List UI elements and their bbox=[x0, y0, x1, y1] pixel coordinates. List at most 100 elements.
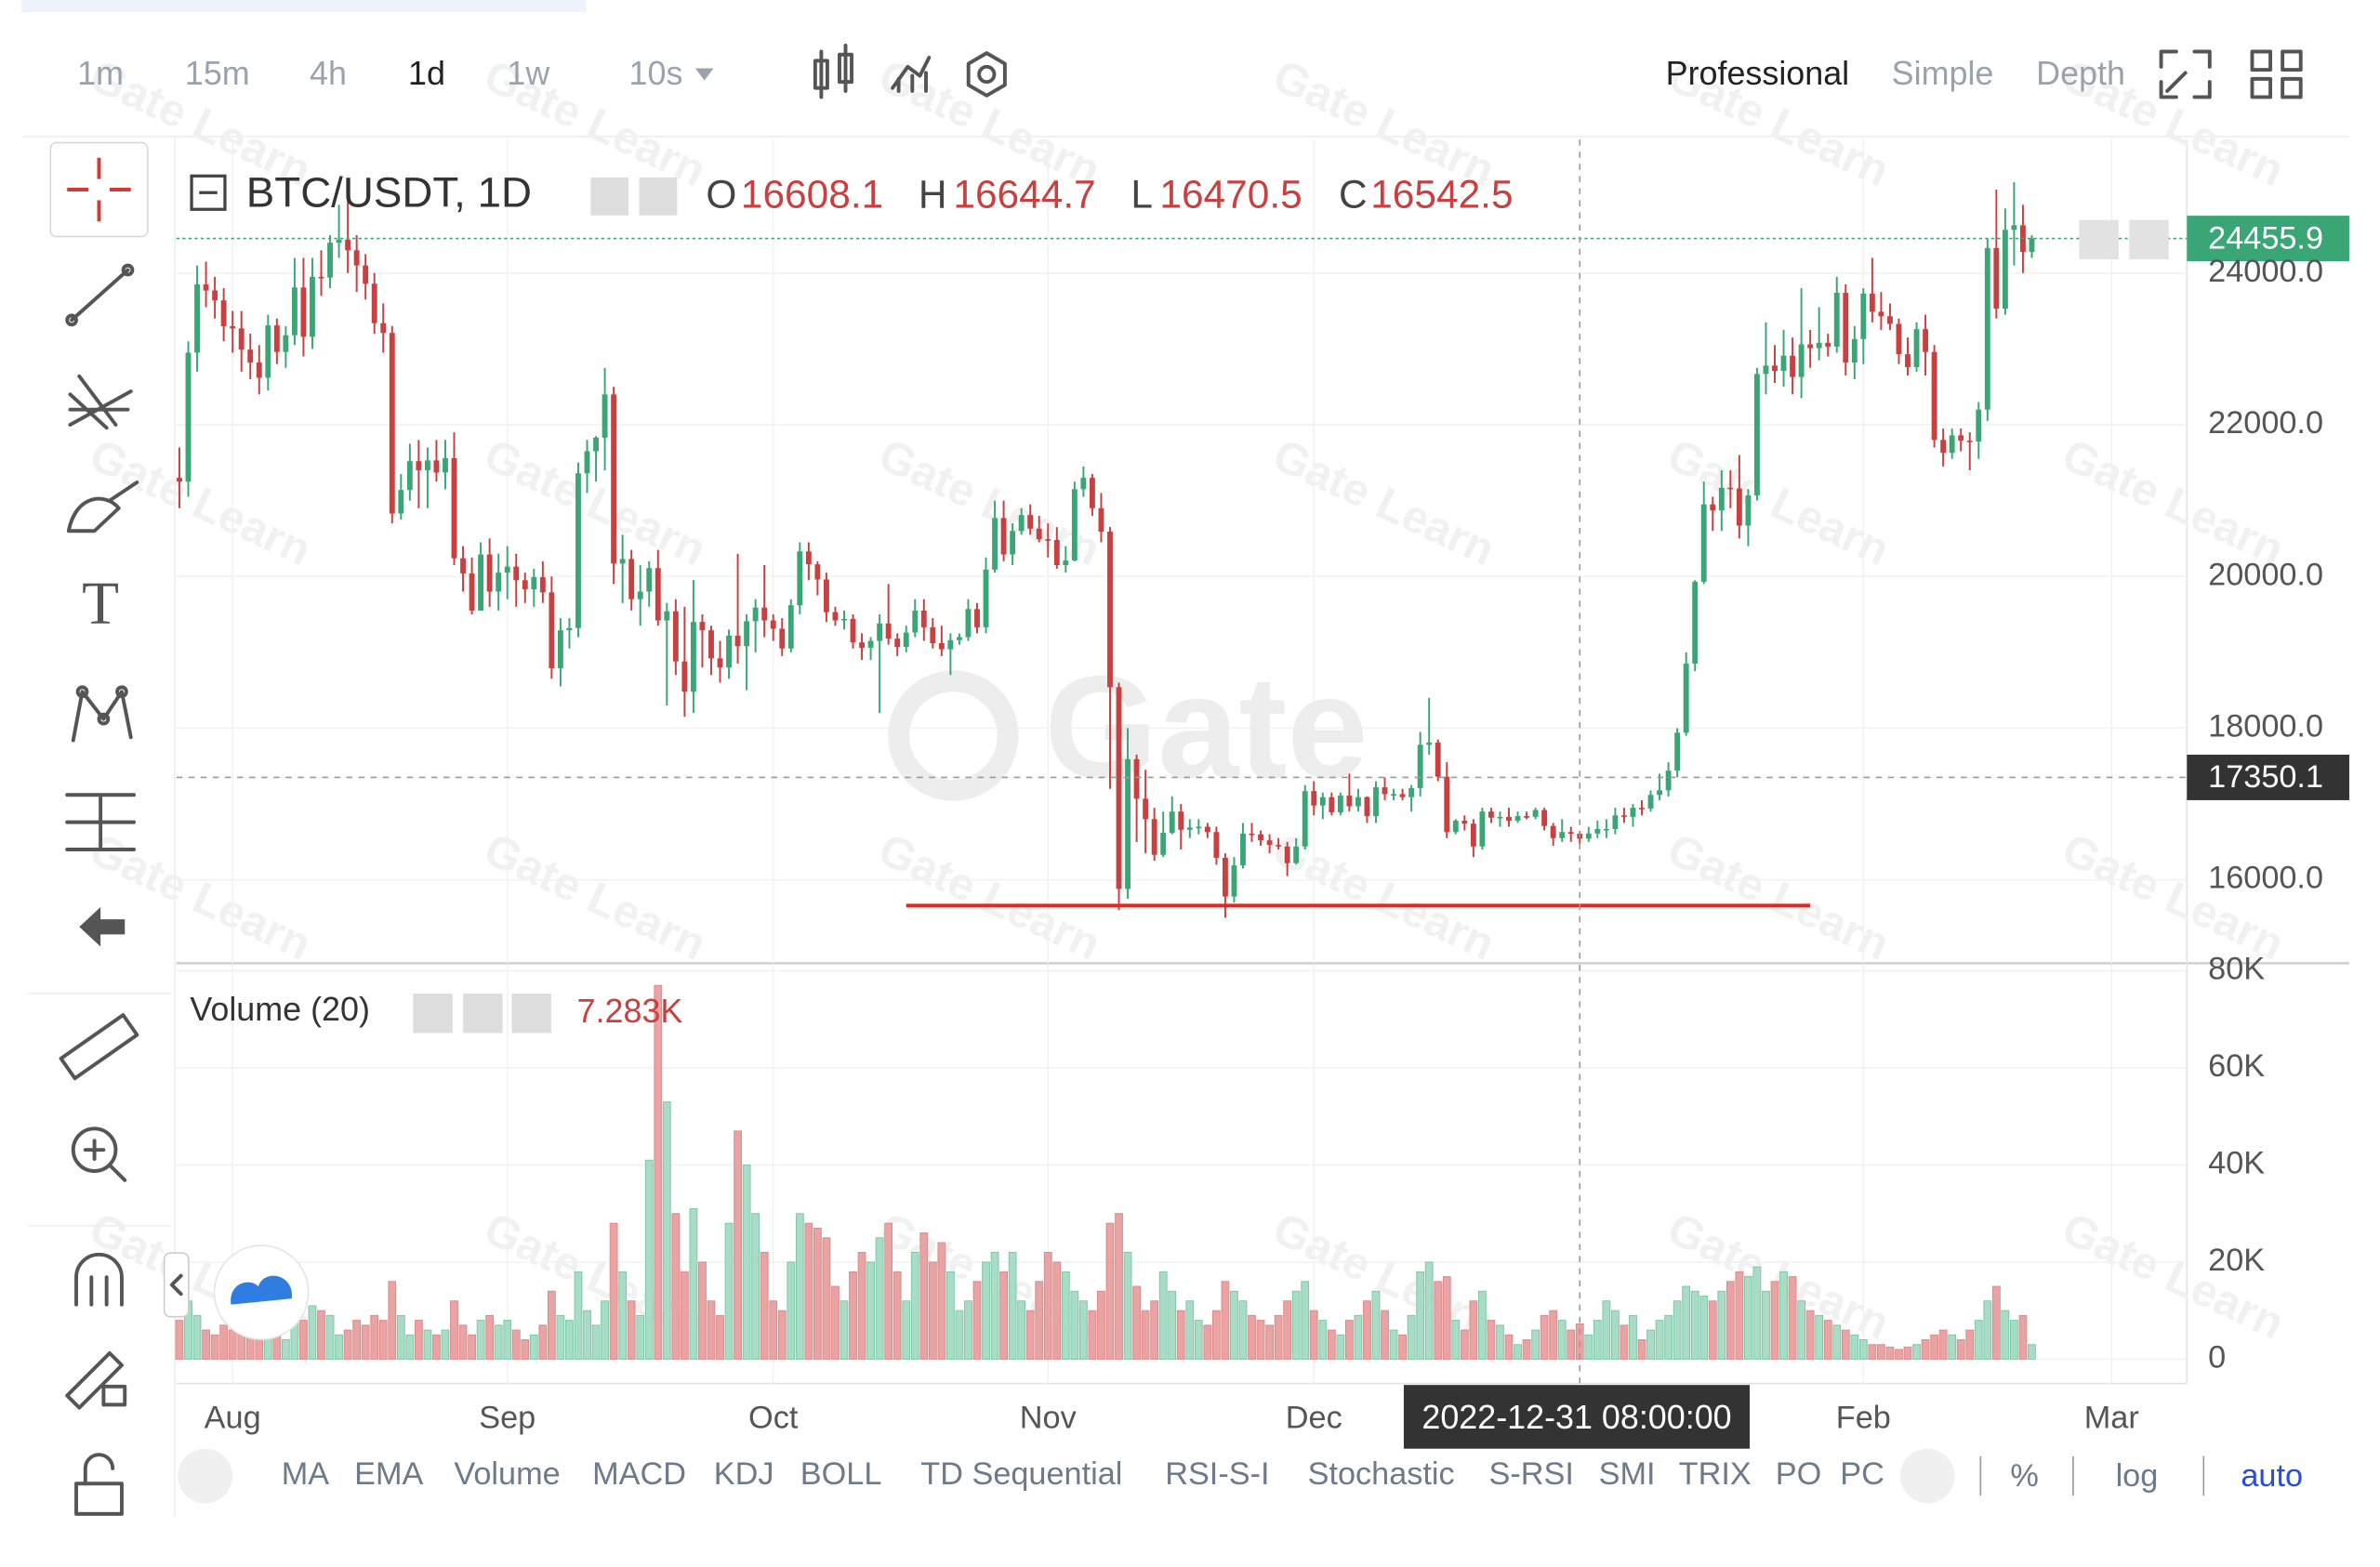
back-tool[interactable] bbox=[79, 907, 126, 947]
view-button[interactable]: Simple bbox=[1892, 55, 1994, 92]
ruler-tool[interactable] bbox=[59, 1013, 139, 1081]
volume-bar bbox=[1858, 1339, 1868, 1360]
interval-button[interactable]: 1m bbox=[77, 55, 124, 92]
scroll-button[interactable] bbox=[2129, 219, 2169, 260]
close-button[interactable] bbox=[511, 994, 551, 1034]
candle-body bbox=[460, 558, 466, 573]
interval-button[interactable]: 10s bbox=[629, 55, 683, 92]
volume-bar bbox=[432, 1334, 441, 1360]
candle-body bbox=[194, 284, 200, 353]
candle-body bbox=[992, 518, 998, 570]
volume-bar bbox=[1770, 1281, 1779, 1360]
lock-tool[interactable] bbox=[74, 1453, 124, 1516]
candle-body bbox=[1452, 820, 1459, 833]
magnet-tool[interactable] bbox=[74, 1252, 124, 1307]
indicator-button[interactable]: SMI bbox=[1599, 1456, 1656, 1492]
candle-type-icon[interactable] bbox=[813, 44, 853, 99]
view-button[interactable]: Depth bbox=[2036, 55, 2125, 92]
volume-bar bbox=[1398, 1334, 1408, 1360]
scale-option[interactable]: auto bbox=[2241, 1458, 2303, 1494]
pattern-tool[interactable] bbox=[71, 685, 133, 743]
indicator-button[interactable]: Volume bbox=[454, 1456, 560, 1492]
candle-body bbox=[1169, 811, 1175, 834]
indicator-button[interactable]: PO bbox=[1776, 1456, 1822, 1492]
candle-body bbox=[1143, 798, 1149, 820]
candle-body bbox=[451, 457, 457, 559]
volume-bar bbox=[556, 1314, 565, 1360]
settings-button[interactable] bbox=[463, 994, 503, 1034]
candle-body bbox=[1541, 810, 1548, 826]
scroll-left[interactable] bbox=[178, 1448, 233, 1504]
scale-option[interactable]: % bbox=[2010, 1458, 2038, 1494]
interval-button[interactable]: 4h bbox=[310, 55, 347, 92]
y-tick-label: 20K bbox=[2208, 1243, 2265, 1278]
indicator-button[interactable]: RSI-S-I bbox=[1165, 1456, 1269, 1492]
indicator-button[interactable]: EMA bbox=[354, 1456, 423, 1492]
volume-bar bbox=[1424, 1261, 1434, 1360]
interval-button[interactable]: 15m bbox=[185, 55, 250, 92]
candle-body bbox=[1196, 826, 1202, 829]
volume-bar bbox=[902, 1300, 911, 1360]
volume-bar bbox=[716, 1314, 724, 1360]
layout-icon[interactable] bbox=[2250, 49, 2303, 99]
candle-body bbox=[1790, 355, 1796, 377]
volume-bar bbox=[476, 1320, 485, 1360]
zoom-tool[interactable] bbox=[71, 1126, 127, 1182]
lock-drawing-tool[interactable] bbox=[65, 1350, 127, 1410]
indicator-button[interactable]: PC bbox=[1840, 1456, 1884, 1492]
indicator-button[interactable]: TD Sequential bbox=[920, 1456, 1122, 1492]
crosshair-tool[interactable] bbox=[49, 141, 149, 238]
measure-tool[interactable] bbox=[65, 793, 136, 851]
candle-body bbox=[353, 250, 360, 266]
candle-body bbox=[1612, 815, 1619, 829]
settings-icon[interactable] bbox=[966, 51, 1007, 98]
settings-button[interactable] bbox=[639, 177, 678, 216]
volume-bar bbox=[760, 1252, 769, 1360]
volume-bar bbox=[1291, 1290, 1301, 1360]
ohlc-value: 16470.5 bbox=[1159, 172, 1302, 216]
indicator-button[interactable]: BOLL bbox=[800, 1456, 882, 1492]
brush-tool[interactable] bbox=[66, 481, 139, 533]
indicator-button[interactable]: Stochastic bbox=[1308, 1456, 1455, 1492]
indicator-button[interactable]: MACD bbox=[592, 1456, 686, 1492]
top-tab-strip bbox=[21, 0, 587, 13]
collapse-legend[interactable] bbox=[190, 174, 227, 211]
x-tick-label: Feb bbox=[1836, 1401, 1891, 1436]
volume-bar bbox=[1230, 1290, 1238, 1360]
indicator-button[interactable]: KDJ bbox=[714, 1456, 774, 1492]
candle-body bbox=[416, 461, 422, 470]
scroll-right[interactable] bbox=[1899, 1448, 1955, 1504]
trend-line-tool[interactable] bbox=[65, 263, 135, 327]
fullscreen-icon[interactable] bbox=[2159, 49, 2212, 99]
candle-body bbox=[1896, 323, 1902, 355]
indicator-button[interactable]: S-RSI bbox=[1489, 1456, 1574, 1492]
candle-body bbox=[1071, 489, 1078, 561]
text-tool[interactable]: T bbox=[82, 571, 119, 638]
candle-body bbox=[1692, 581, 1699, 665]
scroll-button[interactable] bbox=[2079, 219, 2119, 260]
candle-body bbox=[1497, 816, 1503, 819]
scale-option[interactable]: log bbox=[2116, 1458, 2159, 1494]
y-tick-label: 60K bbox=[2208, 1048, 2265, 1084]
candle-body bbox=[203, 284, 209, 291]
indicator-button[interactable]: MA bbox=[282, 1456, 330, 1492]
volume-bar bbox=[529, 1334, 538, 1360]
fork-tool[interactable] bbox=[68, 374, 133, 430]
volume-bar bbox=[1469, 1300, 1478, 1360]
candle-body bbox=[894, 639, 901, 648]
volume-bar bbox=[423, 1329, 432, 1360]
candle-body bbox=[185, 352, 192, 482]
indicator-icon[interactable] bbox=[891, 56, 932, 93]
candle-body bbox=[752, 607, 759, 622]
candle-body bbox=[345, 239, 351, 251]
sidebar-collapse[interactable] bbox=[163, 1252, 190, 1318]
interval-button[interactable]: 1d bbox=[408, 55, 445, 92]
candle-body bbox=[1754, 374, 1760, 495]
visibility-button[interactable] bbox=[590, 177, 629, 216]
interval-button[interactable]: 1w bbox=[507, 55, 549, 92]
indicator-button[interactable]: TRIX bbox=[1679, 1456, 1752, 1492]
candle-body bbox=[406, 461, 413, 491]
visibility-button[interactable] bbox=[413, 994, 453, 1034]
candle-body bbox=[1373, 787, 1379, 817]
view-button[interactable]: Professional bbox=[1666, 55, 1850, 92]
